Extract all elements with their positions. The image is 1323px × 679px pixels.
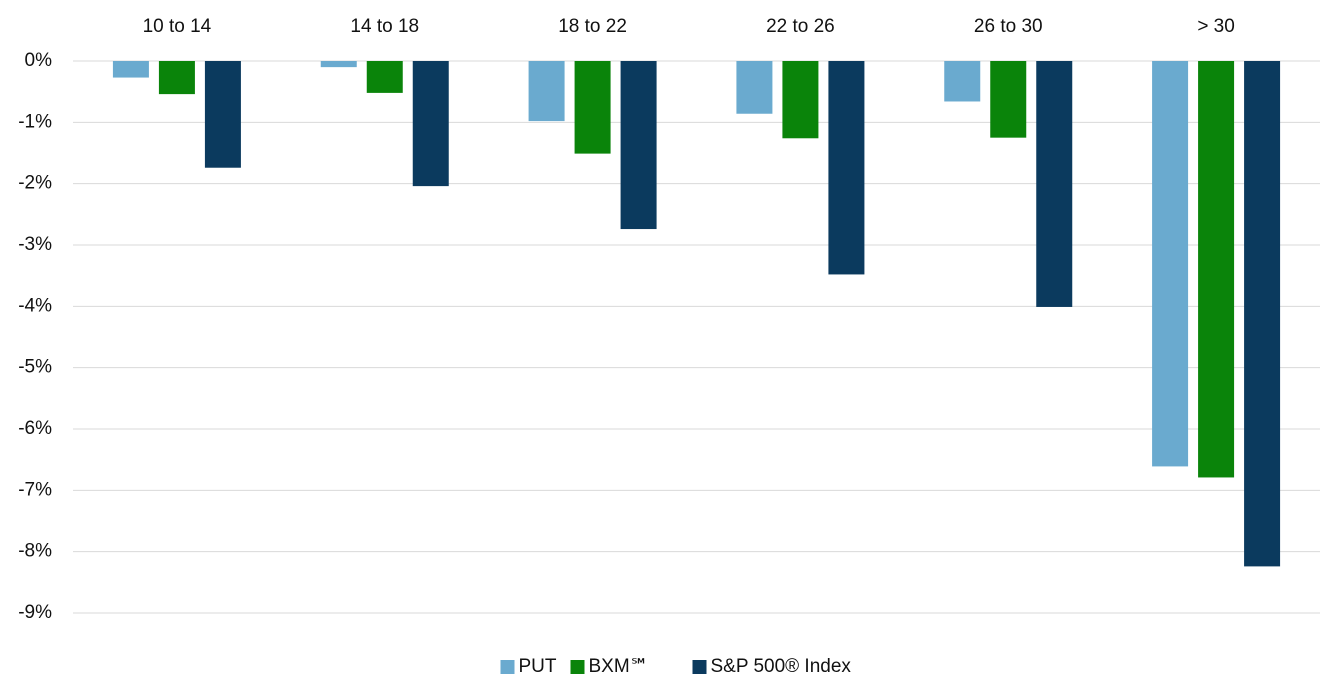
legend-swatch [500,660,515,674]
bar [204,61,241,168]
bar [1198,61,1235,478]
y-tick-label: -6% [18,418,52,439]
bar [944,61,981,102]
x-tick-label: 22 to 26 [766,16,835,37]
y-tick-label: -4% [18,295,52,316]
legend-label: PUT [519,656,557,677]
bar [574,61,611,154]
bar [158,61,195,95]
bar [828,61,865,275]
x-tick-label: > 30 [1197,16,1235,37]
bar [366,61,403,93]
y-tick-label: -5% [18,357,52,378]
legend-label: S&P 500® Index [711,656,852,677]
bar [990,61,1027,138]
legend-label: BXM℠ [589,656,650,677]
bar [112,61,149,78]
x-tick-label: 26 to 30 [974,16,1043,37]
bar [320,61,357,68]
y-tick-label: 0% [25,50,53,71]
legend-swatch [570,660,585,674]
y-tick-label: -9% [18,602,52,623]
bar [528,61,565,122]
bar [1244,61,1281,567]
bar [1036,61,1073,307]
x-tick-label: 10 to 14 [143,16,212,37]
legend-swatch [692,660,707,674]
bar [736,61,773,114]
y-tick-label: -8% [18,541,52,562]
y-tick-label: -3% [18,234,52,255]
y-tick-label: -7% [18,479,52,500]
bar [1152,61,1189,467]
y-tick-label: -1% [18,111,52,132]
bar [412,61,449,187]
y-tick-label: -2% [18,173,52,194]
x-tick-label: 18 to 22 [558,16,627,37]
bar [620,61,657,230]
x-tick-label: 14 to 18 [350,16,419,37]
bar [782,61,819,139]
